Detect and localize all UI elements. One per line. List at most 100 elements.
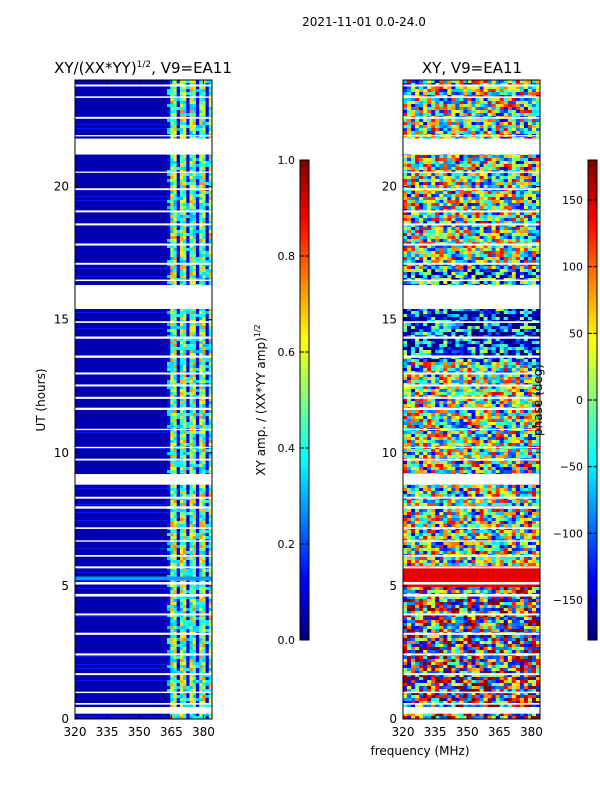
amplitude-cell (192, 503, 197, 506)
amplitude-cell (205, 365, 210, 368)
amplitude-cell (170, 416, 174, 419)
amplitude-cell (195, 590, 200, 593)
amplitude-cell (189, 659, 194, 662)
amplitude-cell (189, 443, 194, 446)
phase-cell (483, 230, 488, 233)
amplitude-cell (170, 644, 174, 647)
amplitude-cell (179, 323, 184, 326)
amplitude-cell (205, 635, 210, 638)
amplitude-cell (205, 386, 210, 389)
amplitude-cell (192, 638, 197, 641)
amplitude-cell (183, 389, 187, 392)
amplitude-cell (192, 212, 197, 215)
amplitude-cell (205, 344, 210, 347)
phase-cell (511, 155, 517, 158)
amplitude-cell (186, 386, 190, 389)
phase-cell (415, 101, 420, 104)
phase-cell (443, 137, 448, 140)
phase-cell (451, 185, 456, 188)
amplitude-cell (208, 716, 213, 719)
amplitude-cell (199, 314, 203, 317)
amplitude-cell (202, 341, 206, 344)
amplitude-cell (202, 257, 206, 260)
phase-cell (459, 155, 464, 158)
amplitude-cell (170, 107, 174, 110)
amplitude-cell (167, 197, 171, 200)
amplitude-cell (183, 323, 187, 326)
amplitude-cell (208, 515, 213, 518)
phase-cell (523, 110, 529, 113)
amplitude-cell (205, 659, 210, 662)
phase-cell (515, 128, 521, 131)
amplitude-cell (208, 659, 213, 662)
amplitude-cell (208, 620, 213, 623)
amplitude-cell (173, 200, 178, 203)
phase-cell (499, 170, 504, 173)
phase-cell (536, 179, 541, 182)
amplitude-cell (167, 389, 171, 392)
phase-cell (507, 119, 513, 122)
amplitude-cell (183, 551, 187, 554)
amplitude-cell (173, 662, 178, 665)
amplitude-cell (167, 113, 171, 116)
phase-cell (439, 92, 444, 95)
phase-cell (447, 113, 452, 116)
amplitude-cell (179, 659, 184, 662)
amplitude-cell (183, 122, 187, 125)
amplitude-cell (199, 173, 203, 176)
phase-cell (403, 92, 408, 95)
amplitude-cell (189, 602, 194, 605)
phase-cell (443, 104, 448, 107)
amplitude-cell (192, 275, 197, 278)
amplitude-cell (173, 638, 178, 641)
phase-cell (459, 80, 464, 83)
phase-cell (499, 161, 504, 164)
amplitude-cell (195, 353, 200, 356)
amplitude-cell (179, 605, 184, 608)
phase-cell (527, 215, 533, 218)
amplitude-cell (170, 461, 174, 464)
phase-cell (507, 170, 513, 173)
phase-cell (507, 158, 513, 161)
phase-cell (507, 131, 513, 134)
phase-cell (447, 191, 452, 194)
phase-cell (443, 158, 448, 161)
amplitude-cell (170, 203, 174, 206)
amplitude-cell (186, 401, 190, 404)
amplitude-cell (195, 335, 200, 338)
amplitude-cell (179, 422, 184, 425)
amplitude-cell (208, 197, 213, 200)
amplitude-cell (167, 437, 171, 440)
phase-cell (467, 101, 472, 104)
amplitude-cell (192, 389, 197, 392)
amplitude-cell (202, 197, 206, 200)
amplitude-cell (167, 386, 171, 389)
amplitude-cell (179, 212, 184, 215)
phase-cell (423, 92, 428, 95)
phase-cell (447, 227, 452, 230)
amplitude-cell (179, 248, 184, 251)
amplitude-cell (186, 368, 190, 371)
amplitude-cell (183, 317, 187, 320)
amplitude-cell (167, 251, 171, 254)
amplitude-cell (208, 656, 213, 659)
amplitude-cell (208, 512, 213, 515)
amplitude-cell (205, 245, 210, 248)
phase-cell (463, 110, 468, 113)
amplitude-cell (186, 86, 190, 89)
phase-cell (447, 164, 452, 167)
phase-cell (439, 98, 444, 101)
phase-cell (427, 206, 432, 209)
phase-cell (523, 233, 529, 236)
phase-cell (411, 89, 416, 92)
phase-cell (447, 107, 452, 110)
phase-cell (536, 224, 541, 227)
amplitude-cell (192, 698, 197, 701)
amplitude-cell (205, 122, 210, 125)
phase-cell (435, 176, 440, 179)
amplitude-cell (208, 434, 213, 437)
phase-cell (536, 122, 541, 125)
amplitude-cell (183, 404, 187, 407)
phase-cell (407, 179, 412, 182)
amplitude-cell (179, 119, 184, 122)
